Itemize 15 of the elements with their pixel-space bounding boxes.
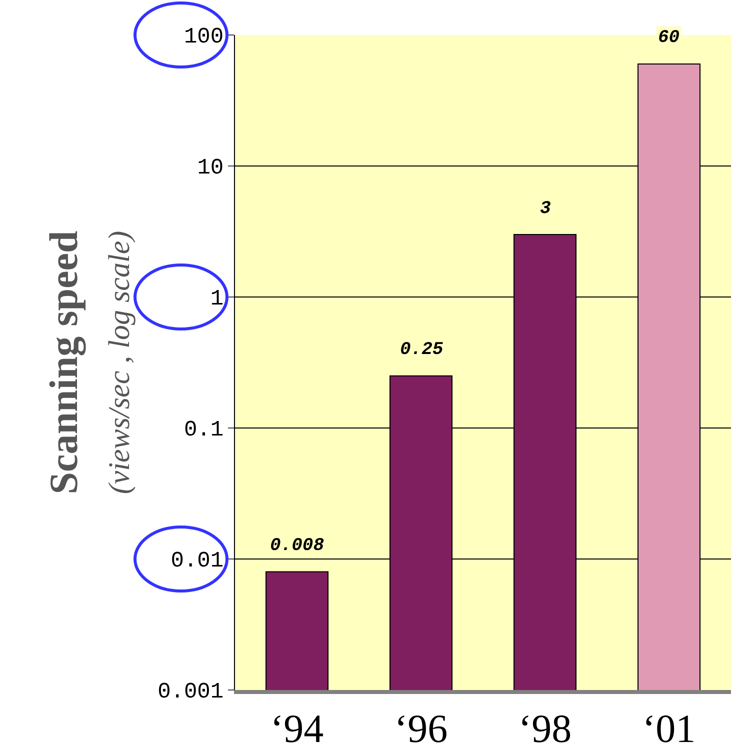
- y-tick-label: 0.1: [184, 418, 224, 443]
- y-tick-label: 10: [197, 156, 224, 181]
- data-label: 3: [540, 199, 551, 219]
- x-tick-label: ‘96: [394, 706, 448, 751]
- data-label: 0.25: [400, 340, 444, 360]
- y-tick-label: 1: [210, 286, 224, 312]
- data-label: 60: [658, 28, 680, 48]
- y-tick-label: 0.001: [158, 680, 224, 705]
- data-label: 0.008: [270, 536, 324, 556]
- x-tick-label: ‘98: [518, 706, 572, 751]
- x-tick-label: ‘01: [642, 706, 696, 751]
- x-tick-label: ‘94: [270, 706, 324, 751]
- y-axis-title: Scanning speed (views/sec , log scale): [41, 230, 136, 494]
- y-tick-label: 100: [184, 24, 224, 50]
- y-tick-label: 0.01: [170, 548, 224, 574]
